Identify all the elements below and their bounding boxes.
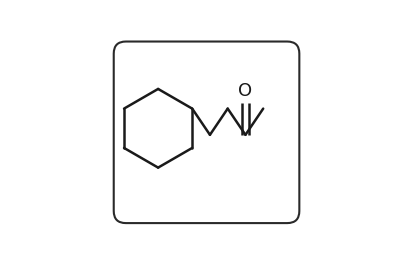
FancyBboxPatch shape — [114, 41, 299, 223]
Text: O: O — [239, 83, 253, 100]
